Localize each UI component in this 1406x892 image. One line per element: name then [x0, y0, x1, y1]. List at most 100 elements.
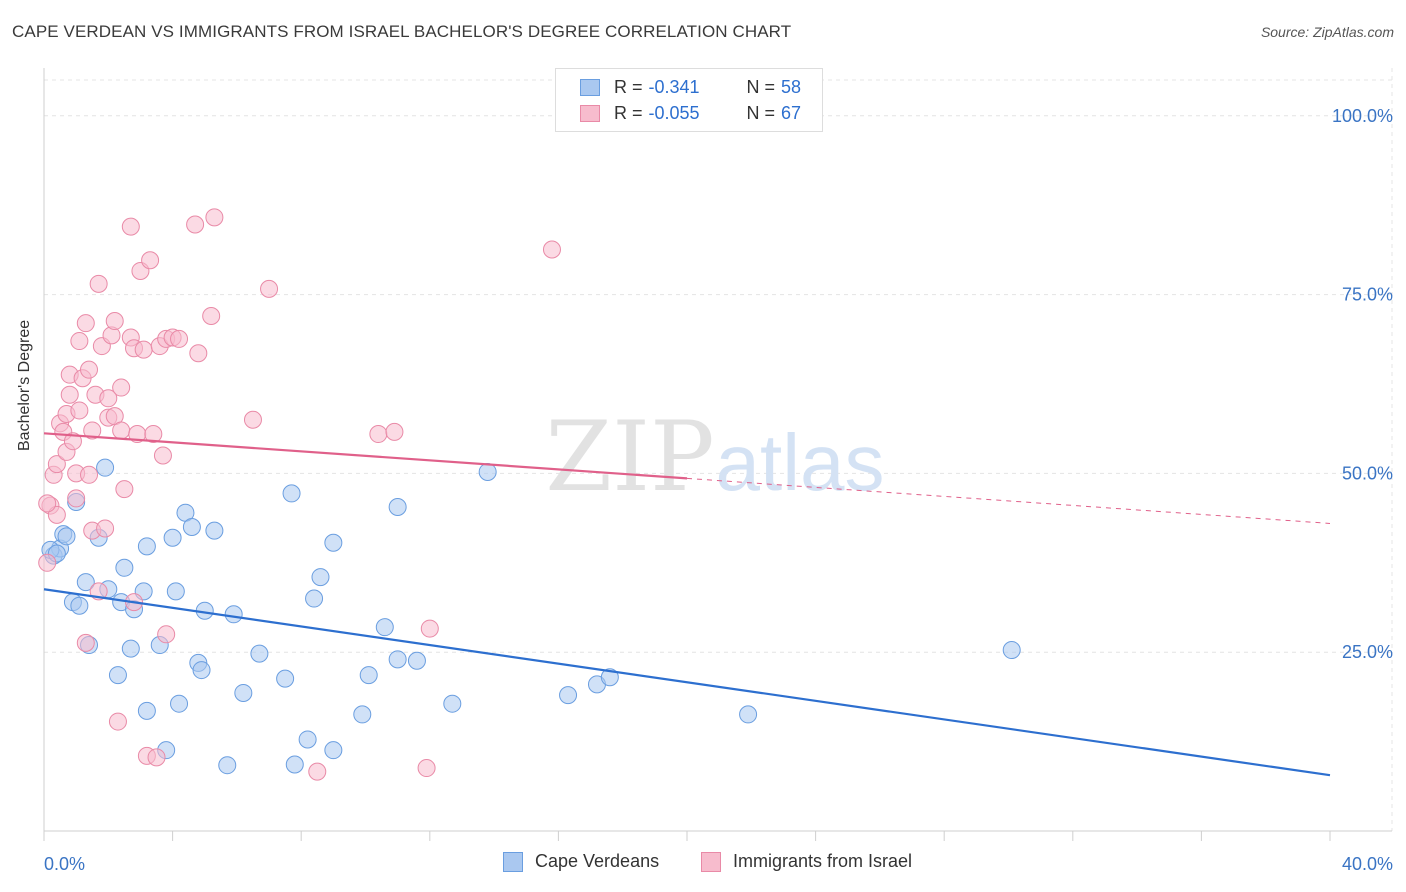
point-cape-verdean [559, 686, 578, 705]
point-israel [385, 422, 404, 441]
point-cape-verdean [600, 668, 619, 687]
point-cape-verdean [115, 558, 134, 577]
point-israel [80, 465, 99, 484]
point-cape-verdean [388, 497, 407, 516]
y-tick-label: 25.0% [1342, 642, 1393, 662]
point-cape-verdean [305, 589, 324, 608]
point-israel [112, 421, 131, 440]
point-israel [105, 312, 124, 331]
point-cape-verdean [739, 705, 758, 724]
point-israel [67, 489, 86, 508]
point-israel [63, 432, 82, 451]
point-israel [80, 360, 99, 379]
point-israel [260, 279, 279, 298]
point-israel [76, 314, 95, 333]
bottom-legend-swatch-blue [503, 851, 523, 872]
bottom-legend-cape-verdeans: Cape Verdeans [503, 851, 659, 872]
point-cape-verdean [375, 618, 394, 637]
point-cape-verdean [170, 694, 189, 713]
point-israel [89, 274, 108, 293]
point-cape-verdean [234, 683, 253, 702]
point-cape-verdean [353, 705, 372, 724]
point-israel [542, 240, 561, 259]
point-cape-verdean [182, 518, 201, 537]
point-cape-verdean [137, 537, 156, 556]
point-israel [70, 401, 89, 420]
point-cape-verdean [324, 533, 343, 552]
point-israel [47, 455, 66, 474]
legend-row-israel: R = -0.055 N = 67 [580, 101, 801, 125]
correlation-legend: R = -0.341 N = 58 R = -0.055 N = 67 [555, 68, 823, 132]
x-tick-label: 0.0% [44, 854, 85, 874]
point-israel [96, 519, 115, 538]
axes [43, 68, 1392, 841]
legend-swatch-pink [580, 104, 600, 122]
point-israel [121, 217, 140, 236]
point-cape-verdean [76, 573, 95, 592]
point-israel [70, 332, 89, 351]
point-cape-verdean [96, 458, 115, 477]
legend-n-value: 58 [781, 76, 802, 97]
point-cape-verdean [359, 666, 378, 685]
point-cape-verdean [1002, 641, 1021, 660]
point-cape-verdean [166, 582, 185, 601]
point-israel [99, 389, 118, 408]
bottom-legend-label-blue: Cape Verdeans [535, 851, 660, 871]
point-cape-verdean [478, 462, 497, 481]
legend-r-value: -0.341 [648, 76, 700, 97]
point-israel [243, 410, 262, 429]
point-israel [369, 425, 388, 444]
point-cape-verdean [163, 528, 182, 547]
point-cape-verdean [224, 605, 243, 624]
legend-r-value: -0.055 [648, 102, 700, 123]
legend-r-label: R = [614, 76, 643, 97]
point-cape-verdean [282, 484, 301, 503]
legend-r-label: R = [614, 102, 643, 123]
point-israel [60, 385, 79, 404]
point-israel [141, 251, 160, 270]
point-cape-verdean [407, 651, 426, 670]
point-cape-verdean [70, 596, 89, 615]
point-cape-verdean [108, 666, 127, 685]
x-tick-label: 40.0% [1342, 854, 1393, 874]
point-cape-verdean [57, 527, 76, 546]
watermark-zip: ZIP [545, 401, 714, 513]
y-tick-label: 100.0% [1332, 106, 1393, 126]
legend-n-label: N = [746, 102, 776, 123]
legend-row-cape-verdeans: R = -0.341 N = 58 [580, 75, 801, 99]
legend-swatch-blue [580, 78, 600, 96]
point-israel [170, 329, 189, 348]
y-tick-label: 50.0% [1342, 463, 1393, 483]
chart-title: CAPE VERDEAN VS IMMIGRANTS FROM ISRAEL B… [12, 22, 792, 41]
tick-labels: 25.0% 50.0% 75.0% 100.0% 0.0% 40.0% [44, 106, 1393, 874]
point-israel [76, 633, 95, 652]
point-cape-verdean [285, 755, 304, 774]
bottom-legend-label-pink: Immigrants from Israel [733, 851, 913, 871]
trend-line-cape-verdeans [43, 588, 1331, 777]
point-cape-verdean [324, 741, 343, 760]
point-israel [83, 421, 102, 440]
point-cape-verdean [192, 661, 211, 680]
point-israel [108, 712, 127, 731]
point-israel [115, 480, 134, 499]
point-cape-verdean [298, 730, 317, 749]
trend-line-israel-extension [686, 477, 1331, 524]
point-israel [157, 625, 176, 644]
point-cape-verdean [250, 644, 269, 663]
point-israel [147, 748, 166, 767]
trend-line-israel [43, 432, 688, 480]
point-israel [144, 425, 163, 444]
point-cape-verdean [443, 694, 462, 713]
point-israel [134, 340, 153, 359]
point-israel [417, 759, 436, 778]
point-israel [38, 494, 57, 513]
point-cape-verdean [121, 639, 140, 658]
source-note: Source: ZipAtlas.com [1260, 24, 1394, 40]
watermark: ZIP atlas [545, 401, 884, 513]
point-cape-verdean [311, 568, 330, 587]
point-cape-verdean [276, 669, 295, 688]
point-cape-verdean [218, 756, 237, 775]
watermark-atlas: atlas [716, 418, 885, 507]
point-cape-verdean [205, 521, 224, 540]
